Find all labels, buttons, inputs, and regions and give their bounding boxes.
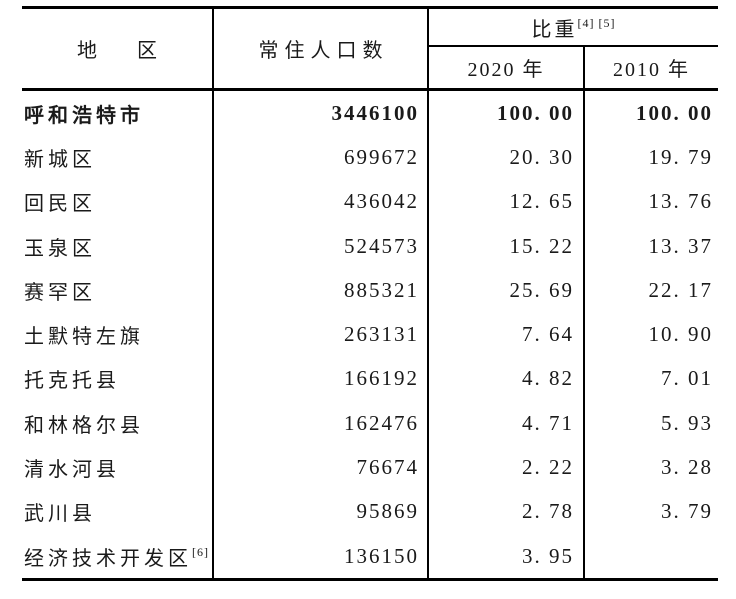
region-cell: 和林格尔县 <box>22 401 214 446</box>
pct-2020-cell: 2. 22 <box>428 445 585 490</box>
region-name: 回民区 <box>24 193 96 216</box>
table-row: 玉泉区 524573 15. 22 13. 37 <box>22 223 718 269</box>
header-region: 地 区 <box>22 7 214 91</box>
population-cell: 699672 <box>213 135 429 180</box>
region-name: 托克托县 <box>24 370 120 393</box>
population-by-region-table: 地 区 常住人口数 比重[4] [5] 2020 年 2010 年 呼和浩特市 … <box>22 6 719 582</box>
region-name: 赛罕区 <box>24 281 96 304</box>
pct-2020-cell: 20. 30 <box>428 135 585 180</box>
region-name: 清水河县 <box>24 459 120 482</box>
population-cell: 436042 <box>213 179 429 224</box>
header-population: 常住人口数 <box>213 7 429 91</box>
pct-2010-cell: 13. 37 <box>648 233 714 258</box>
region-name: 经济技术开发区 <box>24 547 192 570</box>
region-cell: 回民区 <box>22 179 214 224</box>
region-name: 玉泉区 <box>24 237 96 260</box>
region-name: 和林格尔县 <box>24 414 144 437</box>
table-row: 赛罕区 885321 25. 69 22. 17 <box>22 268 718 313</box>
pct-2020-cell: 15. 22 <box>428 223 585 269</box>
pct-2020-cell: 12. 65 <box>428 179 585 224</box>
population-cell: 76674 <box>213 445 429 490</box>
region-cell: 清水河县 <box>22 445 214 490</box>
pct-2010-cell: 10. 90 <box>648 322 714 347</box>
pct-2020-cell: 4. 71 <box>428 401 585 446</box>
population-cell: 885321 <box>213 268 429 313</box>
header-weight: 比重[4] [5] <box>428 7 719 47</box>
population-cell: 524573 <box>213 223 429 269</box>
pct-2010-cell: 5. 93 <box>661 410 714 435</box>
header-weight-footnote-refs: [4] [5] <box>577 15 616 30</box>
pct-2010-cell: 22. 17 <box>648 277 714 302</box>
population-cell: 136150 <box>213 533 429 582</box>
region-cell: 新城区 <box>22 135 214 180</box>
table-row: 武川县 95869 2. 78 3. 79 <box>22 489 718 534</box>
region-cell: 武川县 <box>22 489 214 534</box>
table-header: 地 区 常住人口数 比重[4] [5] 2020 年 2010 年 <box>22 7 719 91</box>
pct-2020-cell: 100. 00 <box>428 89 585 136</box>
pct-2020-cell: 2. 78 <box>428 489 585 534</box>
region-cell: 托克托县 <box>22 356 214 402</box>
table-row: 回民区 436042 12. 65 13. 76 <box>22 179 718 224</box>
region-footnote-ref: [6] <box>192 544 209 559</box>
region-cell: 经济技术开发区[6] <box>22 533 214 582</box>
pct-2010-cell: 13. 76 <box>648 189 714 214</box>
population-cell: 162476 <box>213 401 429 446</box>
population-cell: 166192 <box>213 356 429 402</box>
header-year-2020: 2020 年 <box>428 46 585 91</box>
pct-2010-cell: 3. 79 <box>661 499 714 524</box>
table-body: 呼和浩特市 3446100 100. 00 100. 00 新城区 699672… <box>22 89 719 582</box>
population-cell: 95869 <box>213 489 429 534</box>
pct-2020-cell: 4. 82 <box>428 356 585 402</box>
pct-2010-cell <box>584 533 719 582</box>
table-row: 经济技术开发区[6] 136150 3. 95 <box>22 533 719 582</box>
pct-2020-cell: 7. 64 <box>428 312 585 357</box>
pct-2010-cell: 100. 00 <box>636 100 714 125</box>
region-cell: 赛罕区 <box>22 268 214 313</box>
region-cell: 呼和浩特市 <box>22 89 214 136</box>
table-row: 新城区 699672 20. 30 19. 79 <box>22 135 718 180</box>
table-row: 清水河县 76674 2. 22 3. 28 <box>22 445 718 490</box>
table-row-total: 呼和浩特市 3446100 100. 00 100. 00 <box>22 89 718 136</box>
pct-2010-cell: 3. 28 <box>661 455 714 480</box>
population-cell: 263131 <box>213 312 429 357</box>
region-name: 武川县 <box>24 503 96 526</box>
population-cell: 3446100 <box>213 89 429 136</box>
region-name: 土默特左旗 <box>24 326 144 349</box>
table-row: 和林格尔县 162476 4. 71 5. 93 <box>22 401 718 446</box>
pct-2020-cell: 25. 69 <box>428 268 585 313</box>
header-year-2010: 2010 年 <box>584 46 719 91</box>
region-name: 呼和浩特市 <box>24 104 144 127</box>
table-row: 土默特左旗 263131 7. 64 10. 90 <box>22 312 718 357</box>
pct-2010-cell: 19. 79 <box>648 144 714 169</box>
table-row: 托克托县 166192 4. 82 7. 01 <box>22 356 718 402</box>
region-cell: 玉泉区 <box>22 223 214 269</box>
pct-2020-cell: 3. 95 <box>428 533 585 582</box>
pct-2010-cell: 7. 01 <box>661 366 714 391</box>
header-weight-label: 比重 <box>531 18 578 41</box>
region-cell: 土默特左旗 <box>22 312 214 357</box>
region-name: 新城区 <box>24 148 96 171</box>
